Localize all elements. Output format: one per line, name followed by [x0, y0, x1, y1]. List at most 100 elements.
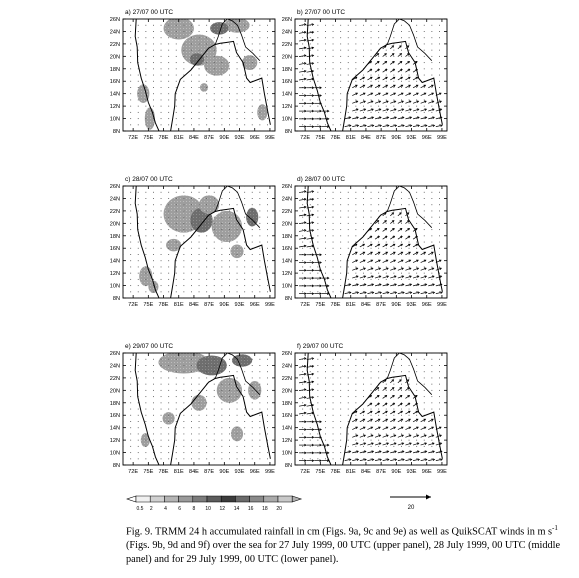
wind-arrow — [382, 108, 389, 112]
wind-arrow — [390, 53, 395, 57]
wind-arrow — [405, 395, 410, 399]
lon-tick-label: 96E — [422, 302, 432, 308]
lat-tick-label: 14N — [282, 426, 292, 432]
wind-arrow — [412, 251, 419, 256]
lat-tick-label: 22N — [110, 209, 120, 215]
west-coast-line — [306, 353, 332, 465]
wind-arrow — [382, 243, 388, 248]
lon-tick-label: 96E — [250, 302, 260, 308]
wind-arrow — [397, 92, 404, 96]
lat-tick-label: 24N — [110, 29, 120, 35]
wind-arrow — [298, 23, 307, 26]
wind-arrow — [367, 108, 374, 112]
wind-arrow — [390, 84, 396, 89]
wind-arrow — [397, 61, 403, 65]
wind-arrow — [390, 69, 395, 73]
wind-arrow — [405, 434, 412, 438]
wind-arrow — [382, 275, 389, 279]
wind-arrow — [352, 267, 358, 271]
wind-arrow — [397, 283, 404, 287]
wind-arrow — [412, 76, 418, 81]
wind-arrow — [390, 100, 396, 104]
lon-tick-label: 99E — [265, 135, 275, 141]
wind-arrow — [374, 283, 382, 287]
wind-arrow — [298, 412, 307, 415]
wind-arrow — [352, 450, 359, 454]
panel-frame — [122, 185, 276, 299]
lat-tick-label: 26N — [282, 17, 292, 23]
lat-tick-label: 14N — [110, 92, 120, 98]
wind-arrow — [367, 236, 372, 240]
wind-arrow — [390, 403, 395, 407]
wind-arrow — [382, 61, 387, 65]
lon-tick-label: 93E — [235, 135, 245, 141]
wind-arrow — [382, 450, 389, 454]
lon-tick-label: 93E — [235, 469, 245, 475]
wind-arrow — [298, 70, 307, 73]
wind-arrow — [359, 450, 366, 454]
lon-tick-label: 87E — [376, 469, 386, 475]
wind-arrow — [306, 245, 314, 248]
lon-tick-label: 75E — [143, 469, 153, 475]
lat-tick-label: 14N — [110, 426, 120, 432]
wind-arrow — [298, 229, 307, 232]
wind-vectors — [298, 357, 443, 462]
wind-arrow — [405, 228, 410, 232]
wind-arrow — [405, 92, 411, 96]
wind-arrow — [352, 84, 358, 89]
wind-arrow — [374, 236, 380, 240]
rainfall-shading — [139, 195, 259, 294]
lat-tick-label: 12N — [110, 438, 120, 444]
wind-arrow — [382, 434, 389, 438]
wind-arrow — [298, 198, 307, 201]
rain-cell — [137, 84, 150, 103]
map-panel-a: a) 27/07 00 UTC 8N 10N 12N 14N 16N 18N 20N 22N 24… — [110, 9, 276, 141]
wind-arrow — [428, 267, 434, 271]
rain-cell — [162, 412, 175, 425]
wind-arrow — [374, 387, 379, 391]
wind-arrow — [420, 434, 427, 438]
wind-arrow — [374, 220, 379, 224]
wind-arrow — [382, 212, 387, 217]
wind-arrow — [374, 228, 380, 232]
wind-arrow — [428, 283, 435, 287]
wind-arrow — [412, 92, 419, 96]
wind-arrow — [306, 412, 314, 415]
wind-arrow — [359, 108, 366, 112]
colorbar-label: 0.5 — [137, 506, 144, 512]
colorbar-label: 20 — [276, 506, 282, 512]
wind-arrow — [397, 403, 403, 407]
wind-arrow — [374, 84, 381, 89]
colorbar-swatch — [178, 495, 194, 503]
lat-tick-label: 10N — [110, 117, 120, 123]
wind-arrow — [412, 267, 419, 271]
lat-tick-label: 22N — [282, 376, 292, 382]
wind-arrow — [397, 418, 403, 423]
lat-tick-label: 22N — [110, 42, 120, 48]
wind-arrow — [367, 275, 374, 279]
wind-arrow — [420, 283, 427, 287]
wind-arrow — [352, 76, 358, 81]
lat-tick-label: 16N — [282, 79, 292, 85]
wind-arrow — [420, 418, 426, 423]
wind-arrow — [397, 442, 404, 446]
coastline — [306, 19, 443, 131]
wind-arrow — [359, 275, 366, 279]
wind-arrow — [397, 379, 402, 384]
lat-tick-label: 8N — [285, 463, 292, 469]
border-line — [214, 186, 261, 228]
wind-arrow — [298, 222, 307, 224]
lat-tick-label: 18N — [282, 67, 292, 73]
wind-arrow — [352, 100, 358, 104]
wind-arrow — [374, 410, 380, 415]
lat-tick-label: 20N — [282, 221, 292, 227]
wind-arrow — [420, 251, 426, 256]
lat-tick-label: 14N — [282, 259, 292, 265]
wind-arrow — [405, 236, 410, 240]
map-panel-d: d) 28/07 00 UTC 8N 10N 12N 14N 16N 18N 20N 22N 24… — [282, 176, 448, 308]
lat-tick-label: 24N — [282, 363, 292, 369]
wind-arrow — [405, 76, 411, 81]
wind-arrow — [352, 410, 358, 415]
wind-arrow — [367, 291, 374, 294]
rain-cell — [163, 19, 194, 40]
